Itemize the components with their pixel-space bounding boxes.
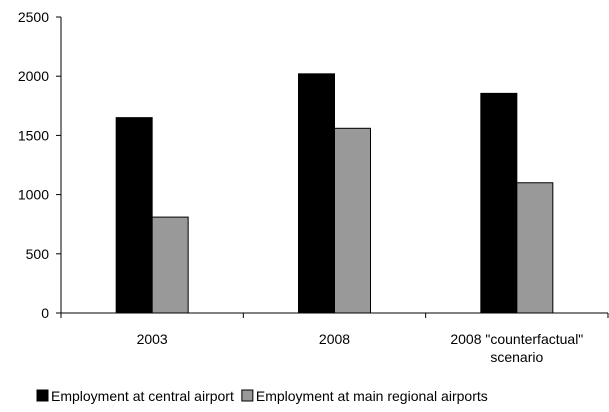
bar-central-0	[115, 117, 153, 314]
legend-swatch	[241, 389, 254, 402]
bar-regional-2	[516, 182, 554, 314]
y-tick-label: 2000	[18, 68, 49, 84]
category-label: 2003	[137, 331, 168, 347]
category-labels: 2003 2008 2008 "counterfactual" scenario	[137, 331, 584, 365]
bar-central-1	[298, 73, 335, 314]
category-label: 2008 "counterfactual"	[450, 331, 583, 347]
y-tick-label: 1000	[18, 187, 49, 203]
bar-regional-0	[151, 216, 189, 314]
y-tick-label: 500	[26, 246, 50, 262]
category-label: scenario	[490, 349, 543, 365]
x-axis	[60, 312, 609, 318]
legend-label: Employment at central airport	[51, 388, 234, 404]
y-tick-label: 1500	[18, 127, 49, 143]
bar-central-2	[480, 92, 518, 314]
y-axis: 0 500 1000 1500 2000 2500	[18, 9, 62, 321]
legend: Employment at central airport Employment …	[36, 388, 488, 404]
bar-regional-1	[334, 127, 371, 314]
y-tick-label: 2500	[18, 9, 49, 25]
category-label: 2008	[319, 331, 350, 347]
y-tick-label: 0	[41, 305, 49, 321]
legend-swatch	[36, 389, 49, 402]
bars	[115, 73, 554, 314]
legend-label: Employment at main regional airports	[256, 388, 488, 404]
